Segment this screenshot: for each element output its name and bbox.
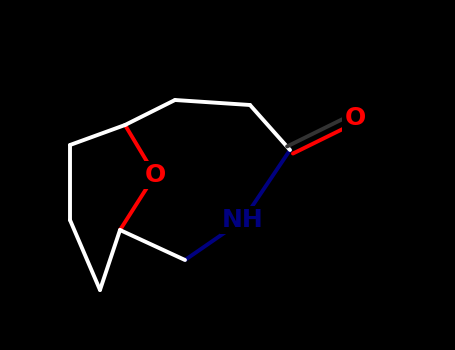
Text: O: O	[144, 163, 166, 187]
Text: O: O	[344, 106, 366, 130]
Text: NH: NH	[222, 208, 264, 232]
